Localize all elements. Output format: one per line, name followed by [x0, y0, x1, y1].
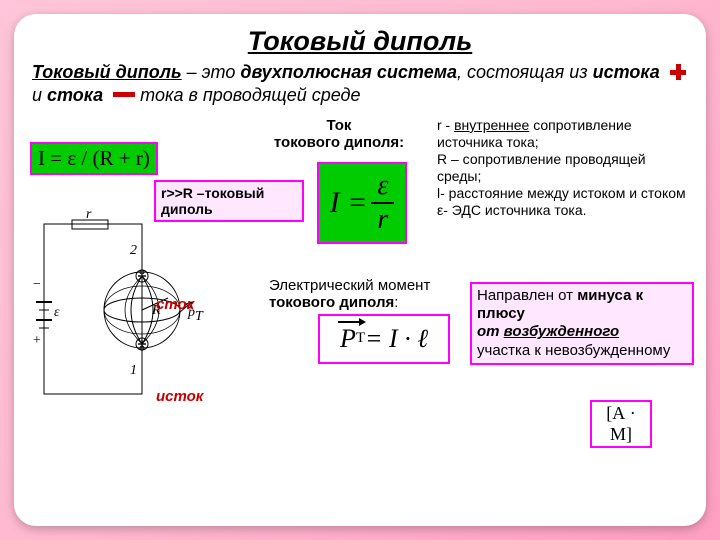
intro-term: Токовый диполь — [32, 62, 182, 82]
svg-text:2: 2 — [130, 243, 137, 258]
svg-text:ε: ε — [54, 305, 60, 320]
plus-icon — [670, 64, 686, 80]
slide: Токовый диполь Токовый диполь – это двух… — [14, 14, 706, 526]
intro-text: Токовый диполь – это двухполюсная систем… — [32, 61, 688, 108]
page-title: Токовый диполь — [32, 26, 688, 57]
svg-text:+: + — [32, 333, 41, 348]
circuit-sketch: r − + ε 2 1 — [28, 208, 248, 428]
label-istok: исток — [156, 388, 203, 405]
svg-text:T: T — [195, 309, 204, 324]
label-current: Ток токового диполя: — [244, 114, 434, 154]
box-direction: Направлен от минуса к плюсу от возбужден… — [470, 282, 694, 365]
label-stok: сток — [156, 296, 194, 313]
label-moment: Электрический момент токового диполя: — [264, 274, 484, 314]
definitions: r - внутреннее сопротивление источника т… — [432, 114, 692, 222]
svg-text:−: − — [32, 277, 41, 292]
formula-moment: PT = I · ℓ — [318, 314, 450, 364]
formula-dipole-current: I = ε r — [317, 162, 407, 244]
content-area: I = ε / (R + r) Ток токового диполя: r>>… — [32, 108, 688, 488]
minus-icon — [113, 92, 135, 97]
svg-text:1: 1 — [130, 363, 137, 378]
formula-total-current: I = ε / (R + r) — [30, 142, 158, 175]
svg-text:r: r — [86, 210, 92, 222]
unit-box: [А · М] — [590, 400, 652, 448]
